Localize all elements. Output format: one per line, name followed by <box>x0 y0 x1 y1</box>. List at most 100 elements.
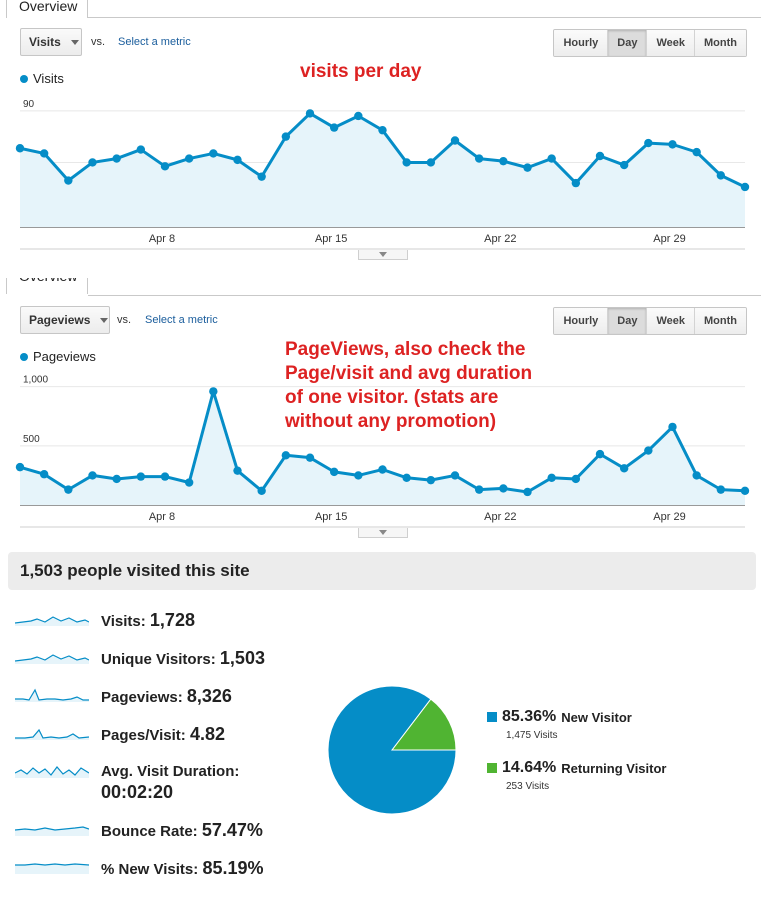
select-metric-link[interactable]: Select a metric <box>145 314 218 326</box>
stat-value: 8,326 <box>186 686 232 706</box>
data-point <box>39 149 49 158</box>
data-point <box>88 471 97 480</box>
tab-overview[interactable]: Overview <box>6 278 88 294</box>
data-point <box>402 158 411 167</box>
data-point <box>402 473 411 482</box>
sparkline-icon <box>15 766 89 778</box>
data-point <box>136 145 146 154</box>
month-button[interactable]: Month <box>694 30 746 56</box>
data-point <box>305 109 315 118</box>
data-point <box>547 154 556 163</box>
tab-divider <box>88 295 761 296</box>
data-point <box>716 485 726 494</box>
x-tick-label: Apr 15 <box>315 233 347 245</box>
granularity-toggle: Hourly Day Week Month <box>553 307 747 335</box>
data-point <box>619 464 629 473</box>
vs-label: vs. <box>117 314 132 326</box>
series-area <box>20 113 745 227</box>
annotation-line: PageViews, also check the <box>285 339 526 360</box>
tab-overview[interactable]: Overview <box>6 0 88 18</box>
data-point <box>233 466 242 475</box>
data-point <box>450 471 460 480</box>
x-tick-label: Apr 8 <box>149 233 175 245</box>
data-point <box>474 154 484 163</box>
stat-label: Pageviews: <box>101 689 183 706</box>
stat-value: 1,503 <box>219 648 265 668</box>
collapse-toggle[interactable] <box>358 528 408 538</box>
chevron-down-icon <box>379 530 387 535</box>
data-point <box>740 486 750 495</box>
legend-visits: 1,475 Visits <box>506 730 558 741</box>
metric-dropdown[interactable]: Visits <box>20 28 82 56</box>
data-point <box>281 132 291 141</box>
chevron-down-icon <box>70 39 79 45</box>
data-point <box>692 471 701 480</box>
stat-value: 1,728 <box>149 610 195 630</box>
month-button[interactable]: Month <box>694 308 746 334</box>
data-point <box>426 475 436 485</box>
week-button[interactable]: Week <box>646 30 695 56</box>
data-point <box>668 422 677 432</box>
data-point <box>619 160 629 170</box>
select-metric-link[interactable]: Select a metric <box>118 36 191 48</box>
week-button[interactable]: Week <box>646 308 695 334</box>
stat-pages-per-visit: Pages/Visit: 4.82 <box>15 724 225 746</box>
data-point <box>716 171 726 180</box>
x-tick-label: Apr 29 <box>653 511 685 523</box>
data-point <box>354 111 363 121</box>
legend-dot-icon <box>20 74 28 83</box>
data-point <box>209 387 218 396</box>
data-point <box>378 465 387 474</box>
data-point <box>547 473 556 482</box>
y-tick-label: 1,000 <box>23 375 48 386</box>
data-point <box>499 156 508 166</box>
stat-value: 85.19% <box>202 858 264 878</box>
data-point <box>257 172 266 181</box>
x-tick-label: Apr 15 <box>315 511 347 523</box>
metric-dropdown[interactable]: Pageviews <box>20 306 110 334</box>
data-point <box>523 163 532 172</box>
data-point <box>305 453 315 462</box>
annotation-note: visits per day <box>300 60 421 84</box>
annotation-note: PageViews, also check the Page/visit and… <box>285 338 532 434</box>
chart-legend: Visits <box>20 71 64 86</box>
pie-legend-returning: 14.64% Returning Visitor 253 Visits <box>487 759 666 792</box>
hourly-button[interactable]: Hourly <box>554 30 608 56</box>
chevron-down-icon <box>379 252 387 257</box>
stat-value: 4.82 <box>189 724 225 744</box>
data-point <box>160 472 170 481</box>
stat-label: Pages/Visit: <box>101 727 186 744</box>
metric-dropdown-label: Pageviews <box>29 313 91 327</box>
data-point <box>474 485 484 494</box>
data-point <box>740 182 750 192</box>
data-point <box>644 138 653 148</box>
data-point <box>595 449 605 459</box>
legend-percent: 85.36% <box>502 708 557 725</box>
stat-unique-visitors: Unique Visitors: 1,503 <box>15 648 265 670</box>
data-point <box>64 176 73 185</box>
sparkline-icon <box>15 616 89 626</box>
annotation-line: visits per day <box>300 61 422 82</box>
sparkline-icon <box>15 863 89 874</box>
data-point <box>209 149 218 158</box>
pageviews-line-chart: 500 1,000 Apr 8 Apr 15 Apr 22 Apr 29 <box>15 375 750 528</box>
collapse-toggle[interactable] <box>358 250 408 260</box>
day-button[interactable]: Day <box>607 30 647 56</box>
data-point <box>523 487 532 497</box>
annotation-line: without any promotion) <box>285 411 497 432</box>
stat-bounce-rate: Bounce Rate: 57.47% <box>15 820 263 842</box>
legend-label: Returning Visitor <box>561 760 667 776</box>
x-tick-label: Apr 22 <box>484 233 516 245</box>
sparkline-icon <box>15 826 89 836</box>
chevron-down-icon <box>100 317 109 323</box>
data-point <box>15 462 25 472</box>
data-point <box>571 474 581 484</box>
annotation-line: of one visitor. (stats are <box>285 387 499 408</box>
x-tick-label: Apr 22 <box>484 511 516 523</box>
data-point <box>329 123 339 132</box>
legend-label: Visits <box>33 71 64 86</box>
hourly-button[interactable]: Hourly <box>554 308 608 334</box>
data-point <box>644 446 653 455</box>
data-point <box>184 154 194 163</box>
day-button[interactable]: Day <box>607 308 647 334</box>
